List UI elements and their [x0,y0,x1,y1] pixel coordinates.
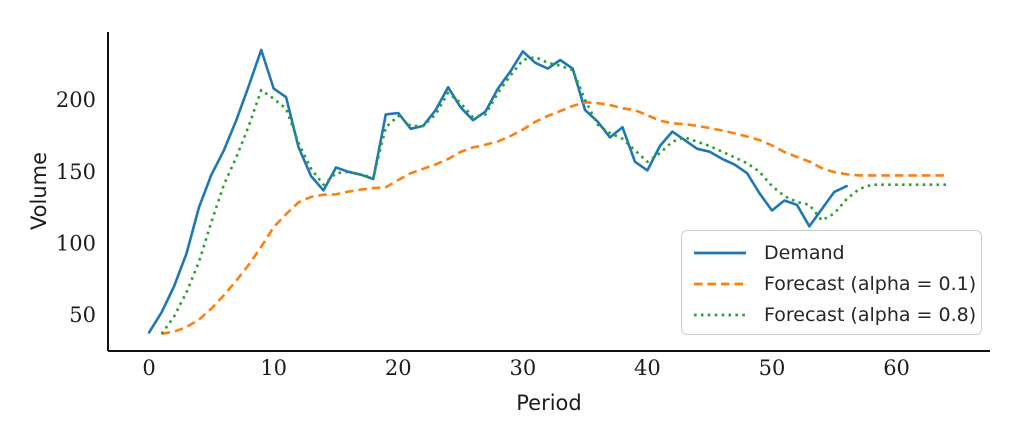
x-tick-label: 60 [883,356,910,380]
forecast-alpha-0.8-line [160,55,947,335]
legend-label-forecast-alpha-0.1: Forecast (alpha = 0.1) [764,272,977,295]
x-tick-label: 20 [385,356,412,380]
legend-item-forecast-alpha-0.8: Forecast (alpha = 0.8) [692,299,981,330]
x-tick-label: 30 [509,356,536,380]
demand-line [147,48,849,334]
legend-item-forecast-alpha-0.1: Forecast (alpha = 0.1) [692,268,981,299]
forecast-alpha-0.1-line [161,101,947,336]
x-tick-label: 50 [759,356,786,380]
legend: Demand Forecast (alpha = 0.1) Forecast (… [681,230,982,335]
y-axis-label: Volume [27,151,51,231]
legend-label-forecast-alpha-0.8: Forecast (alpha = 0.8) [764,303,977,326]
x-tick-label: 40 [634,356,661,380]
x-tick-label: 0 [142,356,155,380]
y-tick-label: 200 [56,88,96,112]
demand-line-sample-icon [694,251,746,254]
x-tick-label: 10 [260,356,287,380]
y-tick-label: 100 [56,231,96,255]
legend-label-demand: Demand [764,241,845,264]
x-axis-label: Period [516,391,582,415]
y-tick-label: 50 [69,303,96,327]
forecast-alpha-0.1-line-sample-icon [694,282,746,285]
y-tick-label: 150 [56,160,96,184]
legend-item-demand: Demand [692,237,981,268]
forecast-alpha-0.8-line-sample-icon [694,313,746,316]
